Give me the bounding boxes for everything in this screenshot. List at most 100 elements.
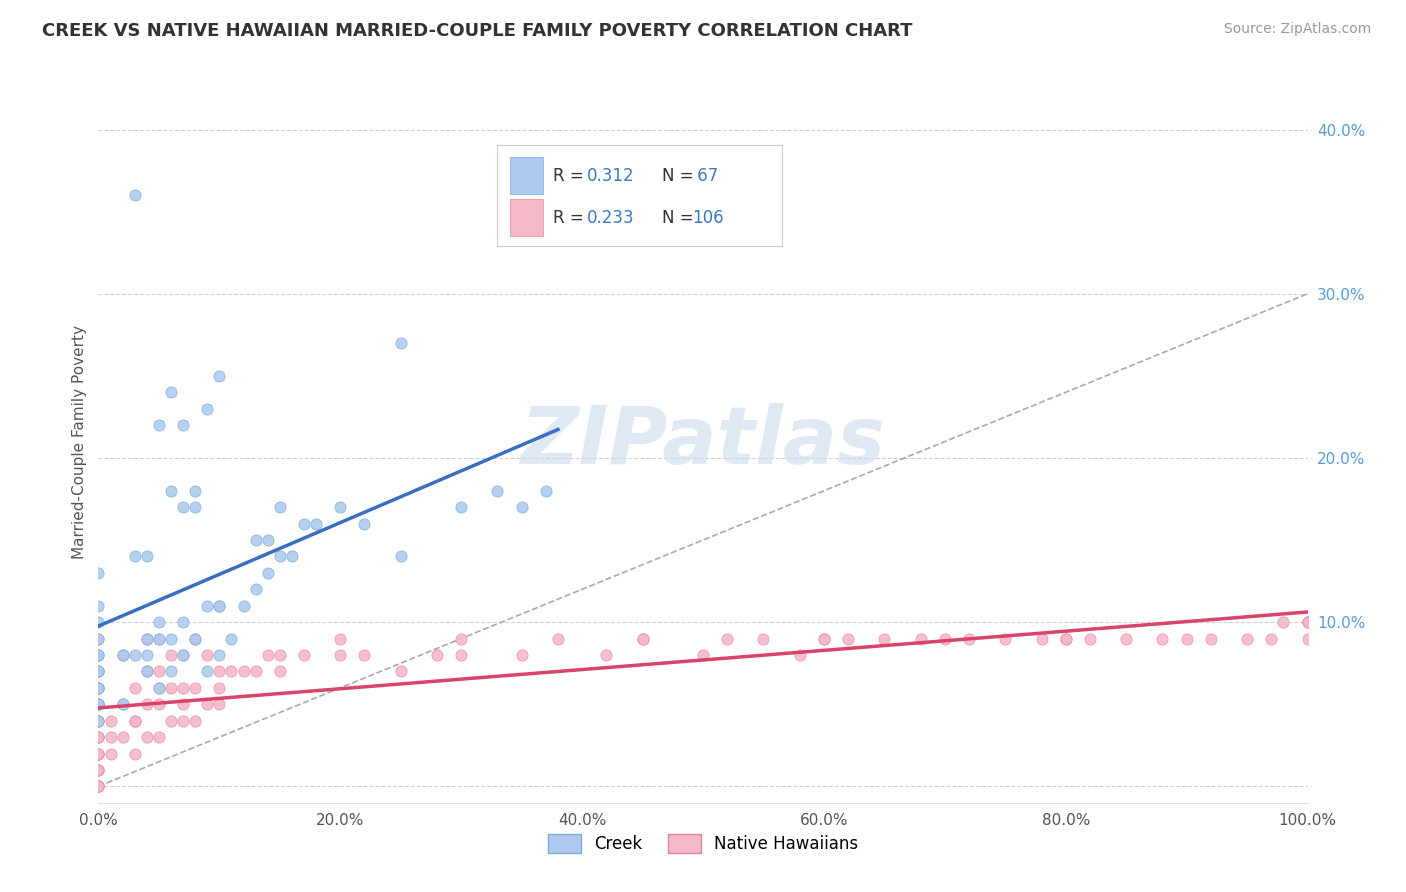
Point: [389, 336, 412, 351]
Point: [111, 698, 134, 712]
Point: [208, 368, 231, 383]
Point: [135, 549, 157, 564]
Point: [148, 632, 170, 646]
Text: CREEK VS NATIVE HAWAIIAN MARRIED-COUPLE FAMILY POVERTY CORRELATION CHART: CREEK VS NATIVE HAWAIIAN MARRIED-COUPLE …: [42, 22, 912, 40]
Point: [160, 385, 183, 400]
FancyBboxPatch shape: [498, 145, 782, 246]
Point: [124, 648, 146, 662]
Point: [486, 483, 509, 498]
Point: [305, 516, 328, 531]
Point: [1260, 632, 1282, 646]
Point: [957, 632, 980, 646]
Point: [135, 665, 157, 679]
Point: [87, 599, 110, 613]
Point: [135, 665, 157, 679]
Point: [87, 714, 110, 728]
Point: [450, 500, 472, 515]
Point: [160, 648, 183, 662]
Point: [184, 632, 207, 646]
Text: ZIPatlas: ZIPatlas: [520, 402, 886, 481]
Point: [269, 665, 291, 679]
Point: [1031, 632, 1053, 646]
Point: [148, 418, 170, 433]
Point: [87, 648, 110, 662]
Point: [269, 500, 291, 515]
Point: [195, 665, 218, 679]
Point: [716, 632, 738, 646]
Point: [87, 665, 110, 679]
Point: [160, 632, 183, 646]
Point: [426, 648, 449, 662]
Point: [87, 648, 110, 662]
Point: [87, 714, 110, 728]
Point: [87, 763, 110, 777]
Point: [631, 632, 654, 646]
Point: [87, 698, 110, 712]
Point: [1296, 632, 1319, 646]
Point: [160, 665, 183, 679]
Point: [292, 516, 315, 531]
Point: [1296, 615, 1319, 630]
Point: [87, 681, 110, 695]
Point: [256, 566, 278, 580]
Point: [245, 582, 267, 597]
Point: [256, 533, 278, 547]
Point: [87, 780, 110, 794]
Point: [87, 615, 110, 630]
Point: [221, 632, 243, 646]
Point: [172, 648, 194, 662]
Point: [87, 698, 110, 712]
FancyBboxPatch shape: [509, 199, 543, 236]
Point: [269, 549, 291, 564]
Point: [547, 632, 569, 646]
Point: [245, 665, 267, 679]
Point: [534, 483, 557, 498]
Point: [269, 648, 291, 662]
Point: [1054, 632, 1077, 646]
Point: [135, 698, 157, 712]
Point: [124, 714, 146, 728]
Point: [994, 632, 1017, 646]
Point: [1296, 615, 1319, 630]
Text: R =: R =: [553, 209, 589, 227]
Point: [124, 681, 146, 695]
Text: N =: N =: [662, 167, 699, 185]
Point: [208, 681, 231, 695]
Point: [1054, 632, 1077, 646]
Point: [124, 747, 146, 761]
Point: [752, 632, 775, 646]
Point: [353, 516, 375, 531]
Point: [111, 648, 134, 662]
Point: [389, 665, 412, 679]
Point: [329, 632, 352, 646]
Point: [148, 615, 170, 630]
Point: [87, 747, 110, 761]
Point: [87, 780, 110, 794]
Point: [329, 500, 352, 515]
Point: [510, 500, 533, 515]
Point: [172, 681, 194, 695]
Point: [87, 763, 110, 777]
Point: [195, 648, 218, 662]
Text: R =: R =: [553, 167, 589, 185]
Point: [87, 730, 110, 744]
Point: [124, 188, 146, 202]
Point: [148, 665, 170, 679]
Point: [148, 698, 170, 712]
Point: [135, 632, 157, 646]
Point: [208, 698, 231, 712]
Point: [837, 632, 859, 646]
Point: [87, 665, 110, 679]
Point: [1199, 632, 1222, 646]
Point: [1296, 615, 1319, 630]
Point: [692, 648, 714, 662]
Point: [184, 632, 207, 646]
Text: N =: N =: [662, 209, 699, 227]
Point: [124, 549, 146, 564]
Point: [813, 632, 835, 646]
Point: [1236, 632, 1258, 646]
Point: [135, 648, 157, 662]
Point: [124, 714, 146, 728]
Point: [329, 648, 352, 662]
Point: [1078, 632, 1101, 646]
